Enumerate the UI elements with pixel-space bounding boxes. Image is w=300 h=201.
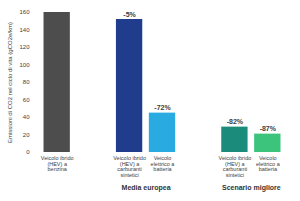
svg-text:40: 40 xyxy=(23,114,30,120)
svg-text:-72%: -72% xyxy=(154,104,171,111)
svg-text:Emissioni di CO2 nel ciclo di: Emissioni di CO2 nel ciclo di vita (gCO2… xyxy=(7,22,13,143)
svg-text:140: 140 xyxy=(19,27,30,33)
svg-text:-87%: -87% xyxy=(260,125,277,132)
svg-text:Veicolo ibrido(HEV) acarburant: Veicolo ibrido(HEV) acarburantisintetici xyxy=(113,155,146,178)
svg-text:Veicolo ibrido(HEV) acarburant: Veicolo ibrido(HEV) acarburantisintetici xyxy=(219,155,252,178)
svg-text:Media europea: Media europea xyxy=(122,184,171,192)
svg-text:60: 60 xyxy=(23,97,30,103)
svg-text:Veicoloelettrico abatteria: Veicoloelettrico abatteria xyxy=(151,155,176,172)
svg-text:-82%: -82% xyxy=(227,118,244,125)
svg-text:160: 160 xyxy=(19,9,30,15)
svg-text:Veicolo ibrido(HEV) abenzina: Veicolo ibrido(HEV) abenzina xyxy=(41,155,74,172)
svg-text:Veicoloelettrico abatteria: Veicoloelettrico abatteria xyxy=(256,155,281,172)
svg-text:0: 0 xyxy=(26,149,30,155)
svg-text:100: 100 xyxy=(19,62,30,68)
svg-text:-5%: -5% xyxy=(123,11,136,18)
svg-text:20: 20 xyxy=(23,132,30,138)
svg-text:120: 120 xyxy=(19,44,30,50)
svg-text:Scenario migliore: Scenario migliore xyxy=(222,184,281,192)
svg-text:80: 80 xyxy=(23,79,30,85)
